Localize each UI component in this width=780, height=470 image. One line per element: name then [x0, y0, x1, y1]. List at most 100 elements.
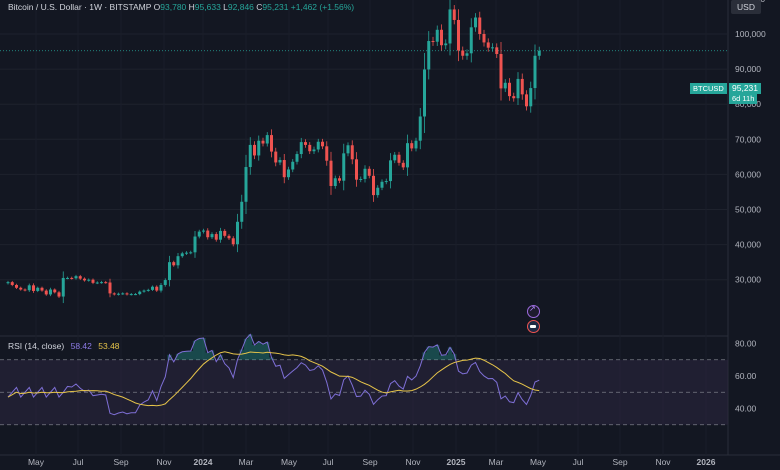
currency-button[interactable]: USD — [731, 0, 761, 14]
candle-body — [257, 140, 261, 156]
candle-body — [206, 230, 210, 238]
candle-body — [406, 143, 409, 168]
candle-body — [461, 50, 465, 56]
candle-body — [342, 153, 346, 181]
candle-body — [74, 276, 78, 279]
rsi-line — [7, 333, 540, 416]
time-tick-label: May — [530, 457, 547, 467]
price-tick-label: 50,000 — [735, 205, 761, 215]
candle-body — [36, 287, 40, 291]
candle-body — [304, 142, 307, 145]
candle-body — [265, 135, 269, 144]
event-marker-icon[interactable] — [527, 304, 540, 318]
high-value: 95,633 — [194, 2, 221, 12]
candle-body — [163, 280, 167, 285]
price-tick-label: 70,000 — [735, 134, 761, 144]
candle-body — [23, 289, 27, 291]
candle-body — [482, 34, 486, 43]
candle-body — [346, 145, 350, 154]
candle-body — [474, 17, 477, 28]
candle-body — [159, 284, 163, 291]
candle-body — [444, 43, 448, 46]
candle-body — [414, 140, 418, 149]
candle-body — [495, 47, 499, 55]
time-tick-label: Jul — [323, 457, 334, 467]
candle-body — [372, 175, 375, 196]
candle-body — [193, 236, 197, 253]
symbol-description: Bitcoin / U.S. Dollar · 1W · BITSTAMP — [8, 2, 152, 12]
flag-event-icon[interactable] — [527, 320, 540, 333]
candle-body — [61, 277, 65, 297]
time-tick-label: Nov — [156, 457, 172, 467]
candle-body — [359, 178, 363, 180]
candle-body — [321, 141, 324, 147]
candle-body — [100, 282, 103, 284]
rsi-legend: RSI (14, close) 58.42 53.48 — [8, 341, 120, 351]
last-price-tag: 95,231 — [729, 83, 761, 94]
rsi-ma-value: 53.48 — [98, 341, 120, 351]
price-tick-label: 80,000 — [735, 99, 761, 109]
candle-body — [49, 289, 52, 295]
candle-body — [491, 47, 494, 49]
candle-body — [325, 146, 329, 161]
candle-body — [134, 294, 137, 296]
candle-body — [278, 160, 282, 163]
change-value: +1,462 (+1.56%) — [290, 2, 355, 12]
candle-body — [440, 29, 443, 46]
candle-body — [210, 234, 214, 238]
candle-body — [66, 277, 69, 279]
candle-body — [457, 19, 460, 51]
candle-body — [223, 230, 227, 236]
candle-body — [32, 285, 35, 291]
candle-body — [219, 230, 222, 240]
candle-body — [516, 78, 520, 99]
candle-body — [503, 82, 507, 89]
candle-body — [380, 181, 384, 188]
candle-body — [180, 253, 184, 257]
candle-body — [197, 231, 201, 237]
candle-body — [418, 116, 422, 141]
candle-body — [185, 252, 188, 254]
candle-body — [91, 279, 95, 283]
time-tick-label: 2024 — [194, 457, 213, 467]
time-tick-label: 2026 — [697, 457, 716, 467]
candle-body — [274, 151, 278, 163]
candle-body — [253, 144, 256, 156]
candle-body — [329, 160, 333, 186]
candle-body — [448, 9, 452, 44]
price-tick-label: 60,000 — [735, 169, 761, 179]
candle-body — [231, 238, 235, 245]
candle-body — [367, 168, 371, 176]
candle-body — [350, 145, 354, 160]
time-tick-label: 2025 — [447, 457, 466, 467]
time-tick-label: Sep — [362, 457, 377, 467]
candle-body — [236, 221, 239, 245]
candle-body — [333, 178, 337, 186]
price-tick-label: 40,000 — [735, 240, 761, 250]
candle-body — [525, 94, 528, 107]
candle-body — [401, 162, 405, 168]
candle-body — [270, 135, 273, 152]
candle-body — [308, 144, 312, 152]
candle-body — [10, 282, 14, 285]
candle-body — [95, 282, 99, 284]
candle-body — [431, 41, 435, 43]
symbol-price-tag: BTCUSD — [690, 83, 727, 94]
time-tick-label: May — [281, 457, 298, 467]
time-tick-label: May — [28, 457, 45, 467]
candle-body — [172, 262, 176, 266]
candle-body — [469, 27, 473, 54]
time-tick-label: Nov — [405, 457, 421, 467]
time-tick-label: Nov — [655, 457, 671, 467]
candle-body — [40, 287, 44, 291]
candle-body — [202, 230, 205, 232]
candle-body — [240, 201, 244, 222]
rsi-tick-label: 60.00 — [735, 371, 757, 381]
bar-countdown-tag: 6d 11h — [729, 93, 758, 104]
candle-body — [376, 187, 380, 196]
candle-body — [537, 50, 541, 56]
close-value: 95,231 — [262, 2, 289, 12]
candle-body — [512, 96, 516, 99]
rsi-label: RSI (14, close) — [8, 341, 65, 351]
